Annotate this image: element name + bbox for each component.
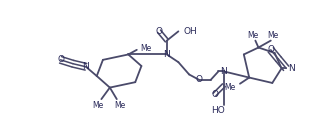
Text: O: O	[57, 55, 64, 64]
Text: Me: Me	[267, 31, 279, 40]
Text: Me: Me	[114, 101, 125, 110]
Text: Me: Me	[224, 83, 235, 92]
Text: Me: Me	[140, 44, 151, 53]
Text: O: O	[211, 90, 218, 99]
Text: N: N	[163, 50, 170, 59]
Text: N: N	[83, 62, 89, 71]
Text: N: N	[220, 67, 227, 76]
Text: O: O	[156, 27, 163, 36]
Text: Me: Me	[248, 31, 259, 40]
Text: HO: HO	[211, 106, 225, 115]
Text: N: N	[288, 64, 295, 73]
Text: O: O	[267, 45, 274, 54]
Text: O: O	[196, 75, 202, 84]
Text: OH: OH	[184, 27, 198, 36]
Text: Me: Me	[93, 101, 104, 110]
